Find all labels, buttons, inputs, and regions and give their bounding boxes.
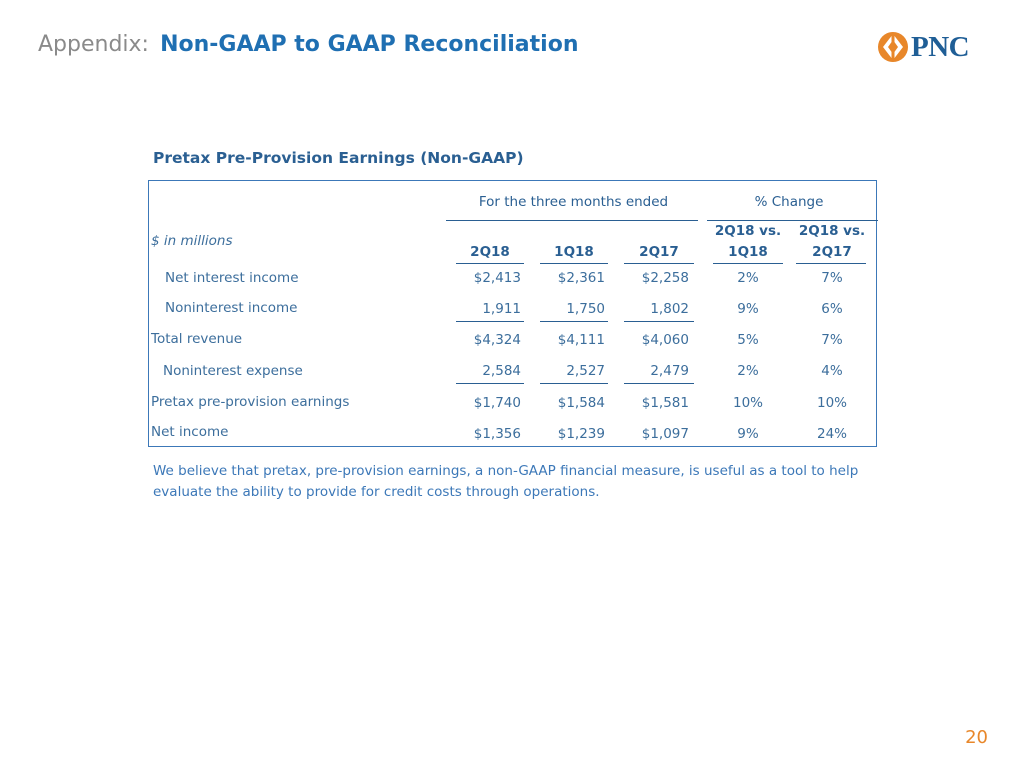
cell-value: 7%	[821, 332, 843, 348]
column-header-line1: 2Q18 vs.	[798, 223, 866, 239]
group-header-period: For the three months ended	[478, 194, 669, 210]
cell-value: 1,802	[650, 301, 689, 317]
cell-value: $1,356	[473, 426, 521, 442]
divider	[796, 263, 866, 264]
page-number: 20	[965, 727, 988, 748]
page-title: Non-GAAP to GAAP Reconciliation	[160, 32, 579, 57]
footnote: We believe that pretax, pre-provision ea…	[153, 463, 859, 500]
cell-value: $1,584	[557, 395, 605, 411]
divider	[456, 383, 524, 384]
divider	[624, 383, 694, 384]
cell-value: $1,239	[557, 426, 605, 442]
cell-value: 6%	[821, 301, 843, 317]
cell-value: 10%	[732, 395, 763, 411]
group-header-change: % Change	[754, 194, 824, 210]
cell-value: $2,361	[557, 270, 605, 286]
cell-value: $4,111	[557, 332, 605, 348]
divider	[713, 263, 783, 264]
units-label: $ in millions	[151, 233, 233, 249]
cell-value: $2,258	[641, 270, 689, 286]
cell-value: 1,750	[566, 301, 605, 317]
row-label: Net interest income	[165, 270, 299, 286]
cell-value: 2,584	[482, 363, 521, 379]
cell-value: $4,324	[473, 332, 521, 348]
pnc-mark-icon	[878, 32, 908, 62]
column-header-1q18: 1Q18	[554, 244, 594, 260]
row-label: Noninterest income	[165, 300, 298, 316]
column-header-line1: 2Q18 vs.	[714, 223, 782, 239]
reconciliation-table: For the three months ended % Change $ in…	[148, 180, 878, 447]
column-header-vs-1q18: 1Q18	[728, 244, 768, 260]
cell-value: $1,581	[641, 395, 689, 411]
cell-value: 9%	[737, 426, 759, 442]
logo-text: PNC	[911, 30, 970, 63]
cell-value: $4,060	[641, 332, 689, 348]
cell-value: 9%	[737, 301, 759, 317]
table-title: Pretax Pre-Provision Earnings (Non-GAAP)	[153, 149, 524, 167]
divider	[624, 321, 694, 322]
divider	[540, 263, 608, 264]
page-header: Appendix: Non-GAAP to GAAP Reconciliatio…	[38, 32, 578, 57]
cell-value: 24%	[816, 426, 847, 442]
cell-value: 7%	[821, 270, 843, 286]
divider	[540, 321, 608, 322]
cell-value: $1,740	[473, 395, 521, 411]
column-header-vs-2q17: 2Q17	[812, 244, 852, 260]
cell-value: 2,527	[566, 363, 605, 379]
cell-value: 2,479	[650, 363, 689, 379]
cell-value: $2,413	[473, 270, 521, 286]
divider	[456, 321, 524, 322]
divider	[540, 383, 608, 384]
pnc-logo: PNC	[876, 30, 988, 64]
cell-value: 2%	[737, 270, 759, 286]
column-header-2q17: 2Q17	[639, 244, 679, 260]
row-label: Pretax pre-provision earnings	[151, 394, 350, 410]
divider	[456, 263, 524, 264]
header-prefix: Appendix:	[38, 32, 149, 57]
cell-value: 2%	[737, 363, 759, 379]
cell-value: 10%	[816, 395, 847, 411]
cell-value: 4%	[821, 363, 843, 379]
divider	[446, 220, 698, 221]
divider	[624, 263, 694, 264]
divider	[707, 220, 878, 221]
cell-value: 5%	[737, 332, 759, 348]
cell-value: $1,097	[641, 426, 689, 442]
row-label: Noninterest expense	[163, 363, 303, 379]
cell-value: 1,911	[482, 301, 521, 317]
column-header-2q18: 2Q18	[470, 244, 510, 260]
row-label: Total revenue	[151, 331, 243, 347]
row-label: Net income	[151, 424, 229, 440]
